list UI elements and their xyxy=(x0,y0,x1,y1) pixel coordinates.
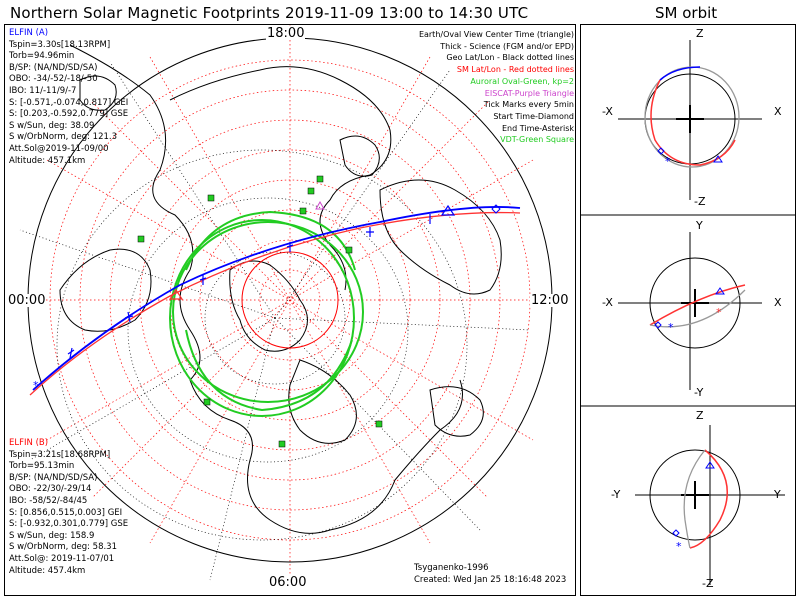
geo-grid xyxy=(19,61,531,581)
vdt-squares xyxy=(137,175,383,448)
hour-label-left: 00:00 xyxy=(7,293,47,308)
elfin-b-track xyxy=(29,211,521,396)
svg-text:*: * xyxy=(676,540,682,553)
elfin-b-line: Att.Sol@: 2019-11-07/01 xyxy=(9,553,115,564)
sm1-top-label: Z xyxy=(696,27,704,40)
elfin-b-center-triangle xyxy=(168,288,184,300)
elfin-a-start-diamond xyxy=(491,204,501,214)
elfin-b-line: ELFIN (B) xyxy=(9,438,49,448)
eiscat-triangle xyxy=(315,200,325,210)
elfin-a-line: Tspin=3.30s[18.13RPM] xyxy=(9,39,111,50)
sm-orbit-title: SM orbit xyxy=(655,4,718,22)
sm2-right-label: X xyxy=(774,296,782,309)
elfin-a-end-asterisk: * xyxy=(33,379,39,392)
coastlines xyxy=(59,44,502,534)
sm-frame xyxy=(580,24,796,596)
sm2-top-label: Y xyxy=(696,219,703,232)
sm3-bottom-label: -Z xyxy=(702,577,714,590)
elfin-a-line: ELFIN (A) xyxy=(9,28,49,38)
sm2-bottom-label: -Y xyxy=(694,386,704,399)
legend: Earth/Oval View Center Time (triangle) T… xyxy=(419,29,574,146)
sm3-top-label: Z xyxy=(696,409,704,422)
sm2-left-label: -X xyxy=(602,296,613,309)
elfin-a-line: IBO: 11/-11/9/-7 xyxy=(9,85,77,96)
plot-title: Northern Solar Magnetic Footprints 2019-… xyxy=(10,4,529,22)
svg-text:*: * xyxy=(665,155,671,168)
elfin-a-line: Att.Sol@2019-11-09/00 xyxy=(9,143,109,154)
elfin-a-line: Altitude: 457.1km xyxy=(9,155,86,166)
legend-entry: End Time-Asterisk xyxy=(501,123,574,133)
legend-entry: EISCAT-Purple Triangle xyxy=(484,88,574,98)
sm-panel-3: * xyxy=(635,425,785,585)
legend-entry: Tick Marks every 5min xyxy=(483,100,574,110)
elfin-b-line: IBO: -58/52/-84/45 xyxy=(9,495,88,506)
elfin-b-line: S w/Sun, deg: 158.9 xyxy=(9,530,95,541)
svg-text:*: * xyxy=(716,306,722,319)
elfin-a-line: Torb=94.96min xyxy=(9,51,75,62)
elfin-b-line: S: [-0.932,0.301,0.779] GSE xyxy=(9,519,129,530)
legend-entry: SM Lat/Lon - Red dotted lines xyxy=(456,65,574,75)
elfin-a-line: S w/OrbNorm, deg: 121.3 xyxy=(9,132,118,143)
elfin-b-line: Tspin=3.21s[18.68RPM] xyxy=(9,449,111,460)
sm-panel-2: * * xyxy=(618,232,762,390)
sm1-bottom-label: -Z xyxy=(694,195,706,208)
elfin-a-center-triangle xyxy=(440,204,456,216)
svg-text:*: * xyxy=(668,321,674,334)
credit-created: Created: Wed Jan 25 18:16:48 2023 xyxy=(414,574,567,585)
legend-entry: Earth/Oval View Center Time (triangle) xyxy=(418,30,574,39)
legend-entry: Auroral Oval-Green, kp=2 xyxy=(470,76,574,86)
hour-label-bottom: 06:00 xyxy=(268,575,308,590)
elfin-b-line: Altitude: 457.4km xyxy=(9,565,86,576)
sm3-left-label: -Y xyxy=(611,488,621,501)
elfin-b-info: ELFIN (B) Tspin=3.21s[18.68RPM] Torb=95.… xyxy=(9,438,128,577)
elfin-b-line: S w/OrbNorm, deg: 58.31 xyxy=(9,542,118,553)
sm1-right-label: X xyxy=(774,105,782,118)
elfin-a-line: S w/Sun, deg: 38.09 xyxy=(9,120,95,131)
elfin-b-line: OBO: -22/30/-29/14 xyxy=(9,484,92,495)
elfin-a-ticks xyxy=(67,214,431,359)
legend-entry: VDT-Green Square xyxy=(500,135,574,145)
sm1-left-label: -X xyxy=(602,105,613,118)
sm-panel-1: * xyxy=(618,40,762,200)
map-frame xyxy=(4,24,576,596)
legend-entry: Thick - Science (FGM and/or EPD) xyxy=(440,41,574,51)
hour-label-top: 18:00 xyxy=(266,26,306,41)
credit-author: Tsyganenko-1996 xyxy=(414,563,489,573)
elfin-b-line: Torb=95.13min xyxy=(9,461,75,472)
hour-label-right: 12:00 xyxy=(530,293,570,308)
sm-lat-grid xyxy=(10,25,570,580)
sm3-right-label: Y xyxy=(774,488,781,501)
legend-entry: Start Time-Diamond xyxy=(493,111,574,121)
elfin-a-line: S: [-0.571,-0.074,0.817] GEI xyxy=(9,97,129,108)
elfin-a-line: OBO: -34/-52/-18/-50 xyxy=(9,74,98,85)
legend-entry: Geo Lat/Lon - Black dotted lines xyxy=(446,53,574,63)
elfin-a-info: ELFIN (A) Tspin=3.30s[18.13RPM] Torb=94.… xyxy=(9,28,128,167)
elfin-a-line: S: [0.203,-0.592,0.779] GSE xyxy=(9,109,129,120)
credits: Tsyganenko-1996 Created: Wed Jan 25 18:1… xyxy=(414,563,566,586)
auroral-oval xyxy=(169,210,364,417)
elfin-b-line: B/SP: (NA/ND/SD/SA) xyxy=(9,472,98,483)
elfin-b-line: S: [0.856,0.515,0.003] GEI xyxy=(9,507,123,518)
elfin-a-line: B/SP: (NA/ND/SD/SA) xyxy=(9,62,98,73)
